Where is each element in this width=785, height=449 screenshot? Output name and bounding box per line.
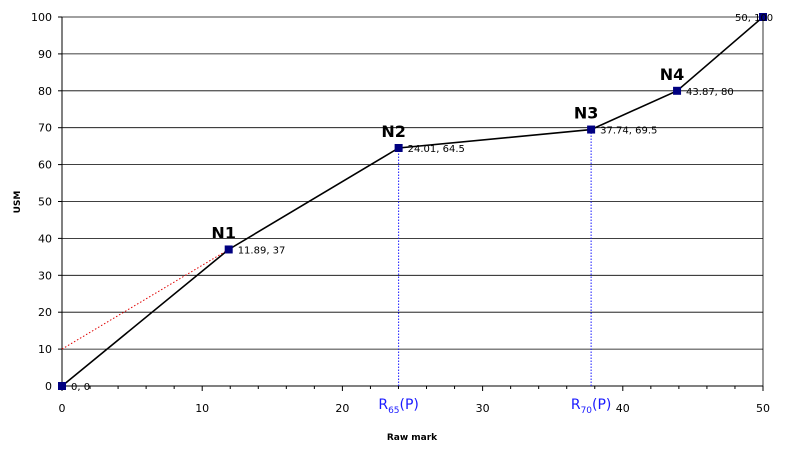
axes (58, 16, 764, 391)
y-tick-label-30: 30 (38, 269, 52, 282)
y-tick-label-90: 90 (38, 48, 52, 61)
x-axis-title: Raw mark (387, 433, 438, 443)
data-point-label-4: 37.74, 69.5 (600, 126, 657, 137)
node-label-n4: N4 (660, 65, 685, 84)
data-marker-3 (394, 143, 403, 152)
y-tick-label-80: 80 (38, 85, 52, 98)
extension-dotted-line (61, 249, 229, 350)
node-label-n3: N3 (574, 104, 599, 123)
data-point-label-6: 50, 100 (735, 13, 773, 24)
x-tick-label-40: 40 (616, 402, 630, 415)
y-axis-title: USM (13, 191, 23, 214)
y-tick-label-40: 40 (38, 232, 52, 245)
node-label-n2: N2 (381, 122, 406, 141)
data-point-label-2: 11.89, 37 (238, 245, 286, 256)
data-point-labels: 0, 0 11.89, 37 24.01, 64.5 37.74, 69.5 43.87… (71, 13, 773, 393)
data-marker-4 (587, 125, 596, 134)
grid-lines (62, 16, 763, 350)
x-tick-label-20: 20 (335, 402, 349, 415)
data-marker-6 (759, 13, 767, 21)
y-tick-label-10: 10 (38, 343, 52, 356)
reference-label-1: R65(P) (378, 397, 419, 416)
node-label-n1: N1 (211, 223, 236, 242)
data-marker-2 (224, 245, 233, 254)
extension-line (61, 249, 229, 350)
y-tick-label-60: 60 (38, 159, 52, 172)
y-tick-label-100: 100 (31, 11, 52, 24)
series-line (61, 16, 764, 387)
tick-labels: 0 10 20 30 40 50 60 70 80 90 100 0 10 20 30 40 50 (31, 11, 770, 415)
y-tick-label-70: 70 (38, 122, 52, 135)
data-point-label-1: 0, 0 (71, 382, 90, 393)
y-tick-label-20: 20 (38, 306, 52, 319)
data-marker-5 (673, 86, 682, 95)
data-point-label-3: 24.01, 64.5 (408, 144, 465, 155)
x-tick-label-0: 0 (59, 402, 66, 415)
reference-label-2: R70(P) (571, 397, 612, 416)
data-marker-1 (58, 382, 66, 390)
data-point-label-5: 43.87, 80 (686, 87, 734, 98)
x-tick-label-10: 10 (195, 402, 209, 415)
reference-lines: R65(P) R70(P) (378, 129, 612, 416)
x-tick-label-50: 50 (756, 402, 770, 415)
data-markers (58, 13, 767, 390)
x-tick-label-30: 30 (476, 402, 490, 415)
y-tick-label-0: 0 (45, 380, 52, 393)
data-series (61, 16, 764, 387)
y-tick-label-50: 50 (38, 196, 52, 209)
